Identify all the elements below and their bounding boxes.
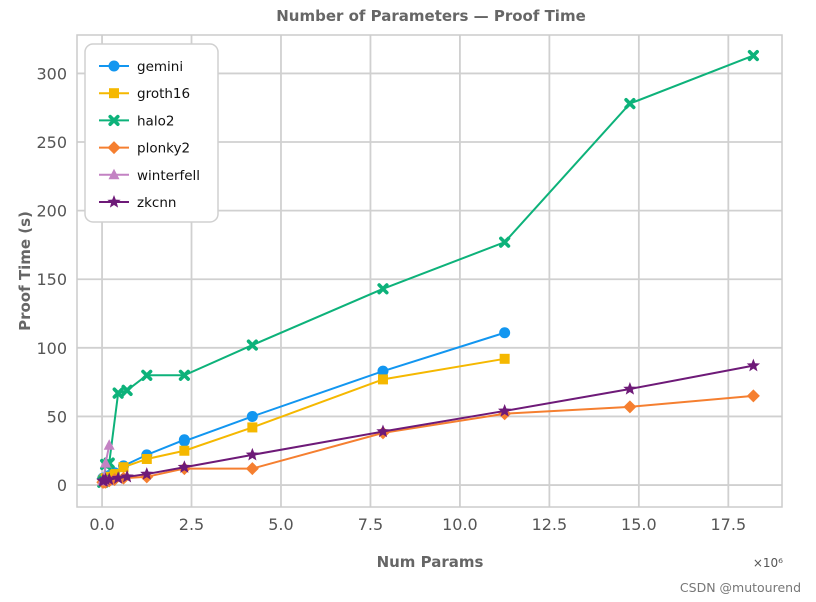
series-line-plonky2 — [102, 394, 754, 484]
legend-marker-groth16 — [109, 88, 119, 99]
data-point-halo2 — [377, 283, 389, 295]
legend-item-plonky2: plonky2 — [99, 141, 190, 157]
data-point-zkcnn — [111, 471, 125, 484]
x-tick-label: 15.0 — [621, 515, 657, 534]
y-tick-label: 50 — [47, 407, 67, 426]
legend-label: halo2 — [137, 113, 174, 129]
data-point-gemini — [246, 410, 258, 422]
x-axis-scale-label: ×10⁶ — [753, 556, 783, 570]
plot-frame — [76, 34, 783, 508]
legend-marker-zkcnn — [107, 195, 121, 208]
data-point-winterfell — [100, 457, 112, 468]
legend-item-halo2: halo2 — [99, 113, 174, 129]
legend-label: winterfell — [137, 168, 200, 184]
data-point-zkcnn — [245, 447, 260, 461]
series-line-groth16 — [101, 357, 505, 482]
data-point-plonky2 — [746, 389, 760, 403]
data-point-halo2 — [246, 339, 258, 351]
tick-labels: 0.0 2.5 5.0 7.5 10.0 12.5 15.0 17.5 0 50 100 150 200… — [36, 64, 746, 534]
data-point-groth16 — [377, 374, 388, 385]
x-tick-label: 7.5 — [358, 515, 383, 534]
legend-label: groth16 — [137, 86, 190, 102]
watermark: CSDN @mutourend — [680, 580, 801, 595]
series-layer — [96, 49, 761, 489]
data-point-gemini — [499, 327, 511, 339]
y-axis-label: Proof Time (s) — [16, 211, 34, 331]
series-zkcnn — [96, 358, 761, 487]
x-axis-label: Num Params — [377, 553, 484, 571]
legend-label: zkcnn — [137, 195, 176, 211]
series-gemini — [97, 327, 511, 484]
x-tick-label: 5.0 — [268, 515, 293, 534]
data-point-winterfell — [103, 439, 115, 450]
data-point-halo2 — [624, 98, 636, 110]
legend-marker-halo2 — [108, 114, 120, 126]
data-point-halo2 — [747, 49, 759, 62]
data-point-zkcnn — [623, 382, 637, 395]
data-point-plonky2 — [623, 400, 637, 414]
y-tick-label: 200 — [36, 202, 67, 221]
y-tick-label: 250 — [36, 133, 67, 152]
data-point-halo2 — [141, 369, 153, 381]
data-point-groth16 — [499, 353, 510, 364]
legend: gemini groth16 halo2 plonky2 winterfell zkcnn — [84, 43, 219, 223]
data-point-zkcnn — [177, 460, 192, 473]
data-point-plonky2 — [245, 462, 259, 476]
y-tick-label: 0 — [57, 476, 67, 495]
chart-title: Number of Parameters — Proof Time — [276, 7, 586, 25]
x-tick-label: 12.5 — [532, 515, 568, 534]
data-point-gemini — [178, 435, 190, 447]
data-point-halo2 — [178, 369, 190, 381]
data-point-halo2 — [499, 236, 511, 248]
legend-item-zkcnn: zkcnn — [99, 195, 176, 211]
data-point-zkcnn — [497, 403, 512, 417]
x-tick-label: 2.5 — [179, 515, 204, 534]
legend-item-gemini: gemini — [99, 59, 183, 75]
series-plonky2 — [96, 389, 760, 489]
data-point-zkcnn — [102, 472, 116, 486]
data-point-zkcnn — [140, 467, 154, 480]
y-tick-label: 150 — [36, 270, 67, 289]
data-point-zkcnn — [376, 424, 390, 438]
data-point-groth16 — [141, 453, 152, 464]
data-point-groth16 — [247, 422, 258, 433]
legend-item-groth16: groth16 — [99, 86, 190, 102]
legend-marker-plonky2 — [107, 141, 121, 155]
data-point-gemini — [377, 365, 389, 377]
data-point-zkcnn — [746, 358, 761, 372]
data-point-halo2 — [121, 384, 133, 396]
data-point-groth16 — [118, 462, 129, 473]
legend-marker-gemini — [108, 60, 120, 72]
x-tick-label: 0.0 — [89, 515, 114, 534]
legend-item-winterfell: winterfell — [99, 168, 200, 184]
y-tick-label: 100 — [36, 339, 67, 358]
series-line-zkcnn — [102, 364, 754, 482]
data-point-groth16 — [179, 445, 190, 456]
y-tick-label: 300 — [36, 64, 67, 83]
grid-layer — [77, 35, 782, 507]
legend-label: plonky2 — [137, 141, 190, 157]
x-tick-label: 17.5 — [711, 515, 747, 534]
legend-marker-winterfell — [108, 168, 120, 180]
data-point-zkcnn — [120, 469, 134, 483]
data-point-halo2 — [112, 387, 124, 399]
legend-label: gemini — [137, 59, 183, 75]
x-tick-label: 10.0 — [442, 515, 478, 534]
